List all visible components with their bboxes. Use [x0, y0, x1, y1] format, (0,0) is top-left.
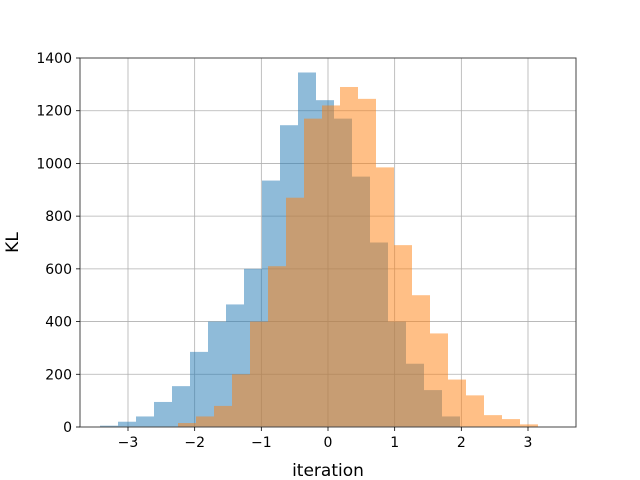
y-tick-label-0: 0 [63, 420, 72, 436]
bar-series-1-11 [376, 167, 394, 427]
bar-series-1-16 [466, 395, 484, 427]
bar-series-1-1 [196, 416, 214, 427]
bar-series-1-19 [520, 424, 538, 427]
bar-series-0-1 [118, 421, 136, 427]
y-tick-label-6: 1200 [36, 104, 72, 120]
y-axis-label: KL [3, 232, 23, 253]
bar-series-1-15 [448, 379, 466, 427]
y-tick-label-5: 1000 [36, 156, 72, 172]
bar-series-0-5 [190, 351, 208, 427]
bar-series-1-18 [502, 419, 520, 427]
y-tick-label-2: 400 [45, 315, 72, 331]
y-tick-label-7: 1400 [36, 51, 72, 67]
bar-series-0-6 [208, 321, 226, 427]
x-axis-label: iteration [292, 461, 364, 480]
x-tick-label-1: −2 [184, 435, 205, 451]
x-tick-label-0: −3 [118, 435, 139, 451]
bar-series-1-12 [394, 245, 412, 427]
bar-series-1-8 [322, 105, 340, 427]
bar-series-1-10 [358, 98, 376, 427]
bar-series-0-3 [154, 401, 172, 427]
bar-series-1-7 [304, 118, 322, 427]
bar-series-1-9 [340, 86, 358, 427]
x-tick-label-4: 1 [390, 435, 399, 451]
x-tick-label-5: 2 [457, 435, 466, 451]
bar-series-1-5 [268, 266, 286, 427]
x-tick-label-6: 3 [524, 435, 533, 451]
histogram-bars [100, 72, 538, 428]
bar-series-1-0 [178, 423, 196, 427]
bar-series-1-13 [412, 295, 430, 427]
bar-series-1-17 [484, 415, 502, 427]
x-tick-label-2: −1 [251, 435, 272, 451]
axis-ticks: −3 −2 −1 0 1 2 3 0 200 400 600 800 1000 1200 1400 [36, 51, 532, 451]
x-tick-label-3: 0 [324, 435, 333, 451]
bar-series-0-4 [172, 386, 190, 427]
bar-series-0-0 [100, 425, 118, 427]
y-tick-label-3: 600 [45, 262, 72, 278]
bar-series-1-14 [430, 333, 448, 427]
bar-series-1-2 [214, 405, 232, 427]
bar-series-1-3 [232, 374, 250, 427]
y-tick-label-4: 800 [45, 209, 72, 225]
y-tick-label-1: 200 [45, 367, 72, 383]
bar-series-1-6 [286, 197, 304, 427]
bar-series-0-2 [136, 416, 154, 427]
bar-series-1-4 [250, 321, 268, 427]
